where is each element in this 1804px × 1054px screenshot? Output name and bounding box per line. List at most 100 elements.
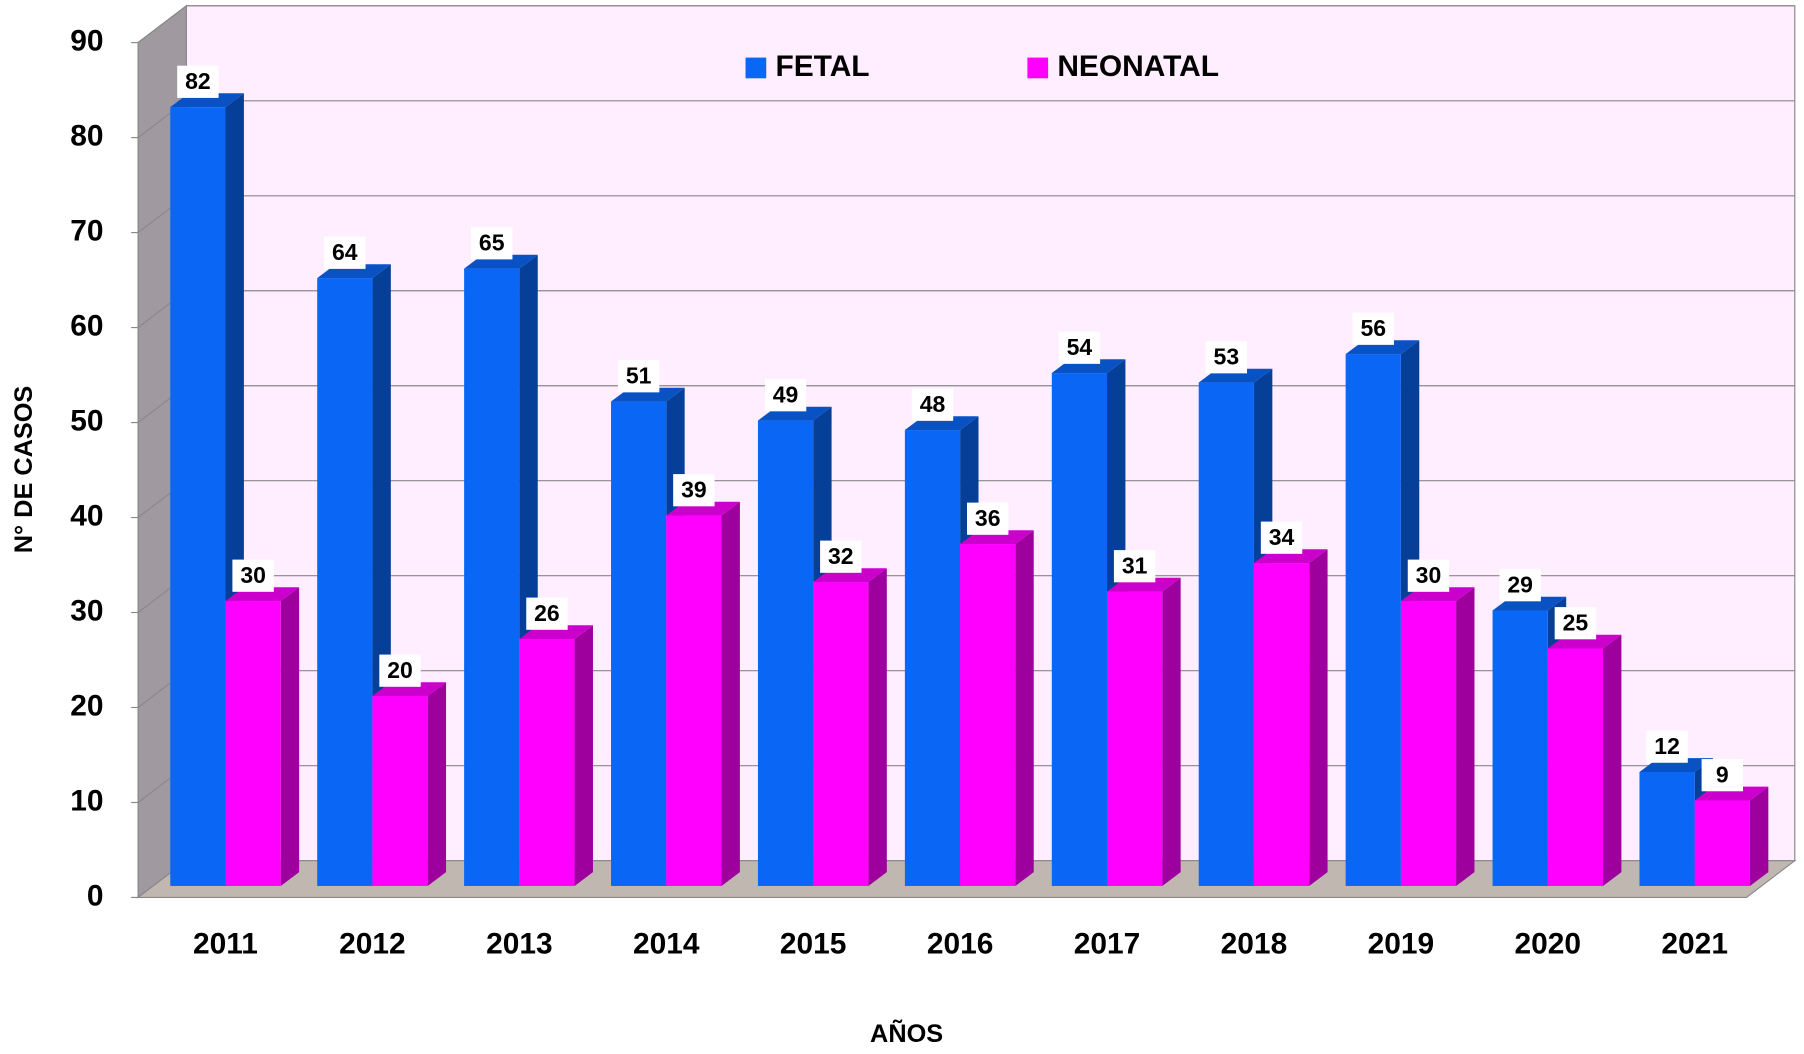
- bar: [1198, 382, 1254, 886]
- bar: [1694, 800, 1750, 886]
- bar: [666, 515, 722, 886]
- x-axis-label: AÑOS: [870, 1018, 943, 1048]
- value-label-box: [1646, 730, 1688, 763]
- value-label-box: [1554, 607, 1597, 640]
- bar-side: [1015, 530, 1034, 886]
- value-label-box: [471, 227, 513, 260]
- value-label: 39: [681, 476, 707, 502]
- value-label: 82: [185, 68, 211, 94]
- y-tick-label: 40: [70, 499, 103, 532]
- y-tick-label: 50: [70, 404, 103, 437]
- y-tick-label: 0: [87, 879, 104, 912]
- bar-side: [574, 625, 593, 886]
- bar: [1051, 373, 1108, 886]
- value-label-box: [1701, 759, 1744, 792]
- bar-side: [1309, 549, 1328, 886]
- value-label: 51: [626, 362, 652, 388]
- value-label-box: [617, 360, 660, 393]
- y-tick-label: 20: [70, 689, 103, 722]
- bar: [1345, 354, 1401, 886]
- legend-label: NEONATAL: [1057, 50, 1219, 83]
- bar: [170, 107, 226, 886]
- value-label: 12: [1654, 733, 1680, 759]
- value-label: 64: [332, 239, 358, 265]
- value-label: 54: [1067, 334, 1093, 360]
- bar: [1492, 610, 1548, 886]
- x-tick-label: 2013: [486, 928, 553, 961]
- value-label: 29: [1507, 571, 1533, 597]
- value-label-box: [764, 379, 807, 412]
- value-label: 53: [1214, 343, 1240, 369]
- value-label-box: [1205, 341, 1248, 374]
- bar: [1639, 771, 1695, 886]
- value-label-box: [820, 540, 862, 573]
- bar-side: [1162, 577, 1181, 886]
- bar: [225, 601, 281, 886]
- bar: [757, 420, 814, 886]
- value-label-box: [526, 597, 568, 630]
- bar-side: [280, 587, 300, 886]
- value-label: 48: [920, 391, 946, 417]
- legend-label: FETAL: [775, 50, 869, 83]
- bar-side: [721, 501, 740, 886]
- value-label: 34: [1269, 524, 1295, 550]
- value-label: 49: [773, 381, 799, 407]
- value-label-box: [1352, 312, 1394, 345]
- value-label: 26: [534, 600, 560, 626]
- y-tick-label: 80: [70, 120, 103, 153]
- x-tick-label: 2019: [1368, 928, 1435, 961]
- bar: [904, 430, 961, 886]
- x-tick-label: 2012: [339, 928, 406, 961]
- value-label-box: [379, 654, 421, 687]
- value-label: 25: [1563, 609, 1589, 635]
- bar: [960, 544, 1016, 886]
- x-tick-label: 2017: [1074, 928, 1141, 961]
- value-label-box: [1499, 569, 1541, 602]
- legend-swatch: [745, 57, 767, 79]
- value-label: 30: [1416, 562, 1442, 588]
- x-tick-label: 2016: [927, 928, 994, 961]
- y-tick-label: 90: [70, 25, 103, 58]
- bar: [464, 268, 520, 886]
- bar: [1253, 563, 1310, 886]
- value-label-box: [1058, 331, 1101, 364]
- value-label-box: [324, 236, 366, 269]
- bar: [519, 639, 575, 886]
- x-tick-label: 2014: [633, 928, 700, 961]
- bar: [372, 695, 428, 886]
- x-tick-label: 2018: [1221, 928, 1288, 961]
- bar-side: [1603, 634, 1622, 886]
- x-tick-label: 2011: [193, 928, 258, 961]
- value-label: 36: [975, 505, 1001, 531]
- x-tick-label: 2020: [1515, 928, 1582, 961]
- value-label-box: [1113, 550, 1156, 583]
- value-label-box: [911, 388, 954, 421]
- x-tick-label: 2021: [1661, 928, 1728, 961]
- grid-line: [137, 5, 187, 44]
- value-label-box: [1260, 521, 1303, 554]
- y-tick-label: 30: [70, 594, 103, 627]
- value-label: 9: [1716, 761, 1729, 787]
- value-label-box: [673, 474, 715, 507]
- value-label-box: [967, 502, 1009, 535]
- bar: [611, 401, 667, 886]
- value-label: 32: [828, 543, 854, 569]
- bar-side: [868, 568, 887, 886]
- value-label-box: [1407, 559, 1450, 592]
- y-tick-label: 10: [70, 784, 103, 817]
- y-tick-label: 70: [70, 215, 103, 248]
- bar-side: [427, 682, 447, 886]
- bar: [1400, 601, 1457, 886]
- x-tick-label: 2015: [780, 928, 847, 961]
- value-label: 31: [1122, 552, 1148, 578]
- value-label: 30: [240, 562, 266, 588]
- y-tick-label: 60: [70, 309, 103, 342]
- bar: [1547, 648, 1604, 886]
- value-label: 65: [479, 230, 505, 256]
- bar-side: [1749, 786, 1769, 886]
- bar: [1107, 591, 1163, 886]
- y-axis-label: N° DE CASOS: [10, 386, 38, 554]
- legend-swatch: [1027, 57, 1049, 79]
- value-label: 20: [387, 657, 413, 683]
- bar: [317, 278, 373, 886]
